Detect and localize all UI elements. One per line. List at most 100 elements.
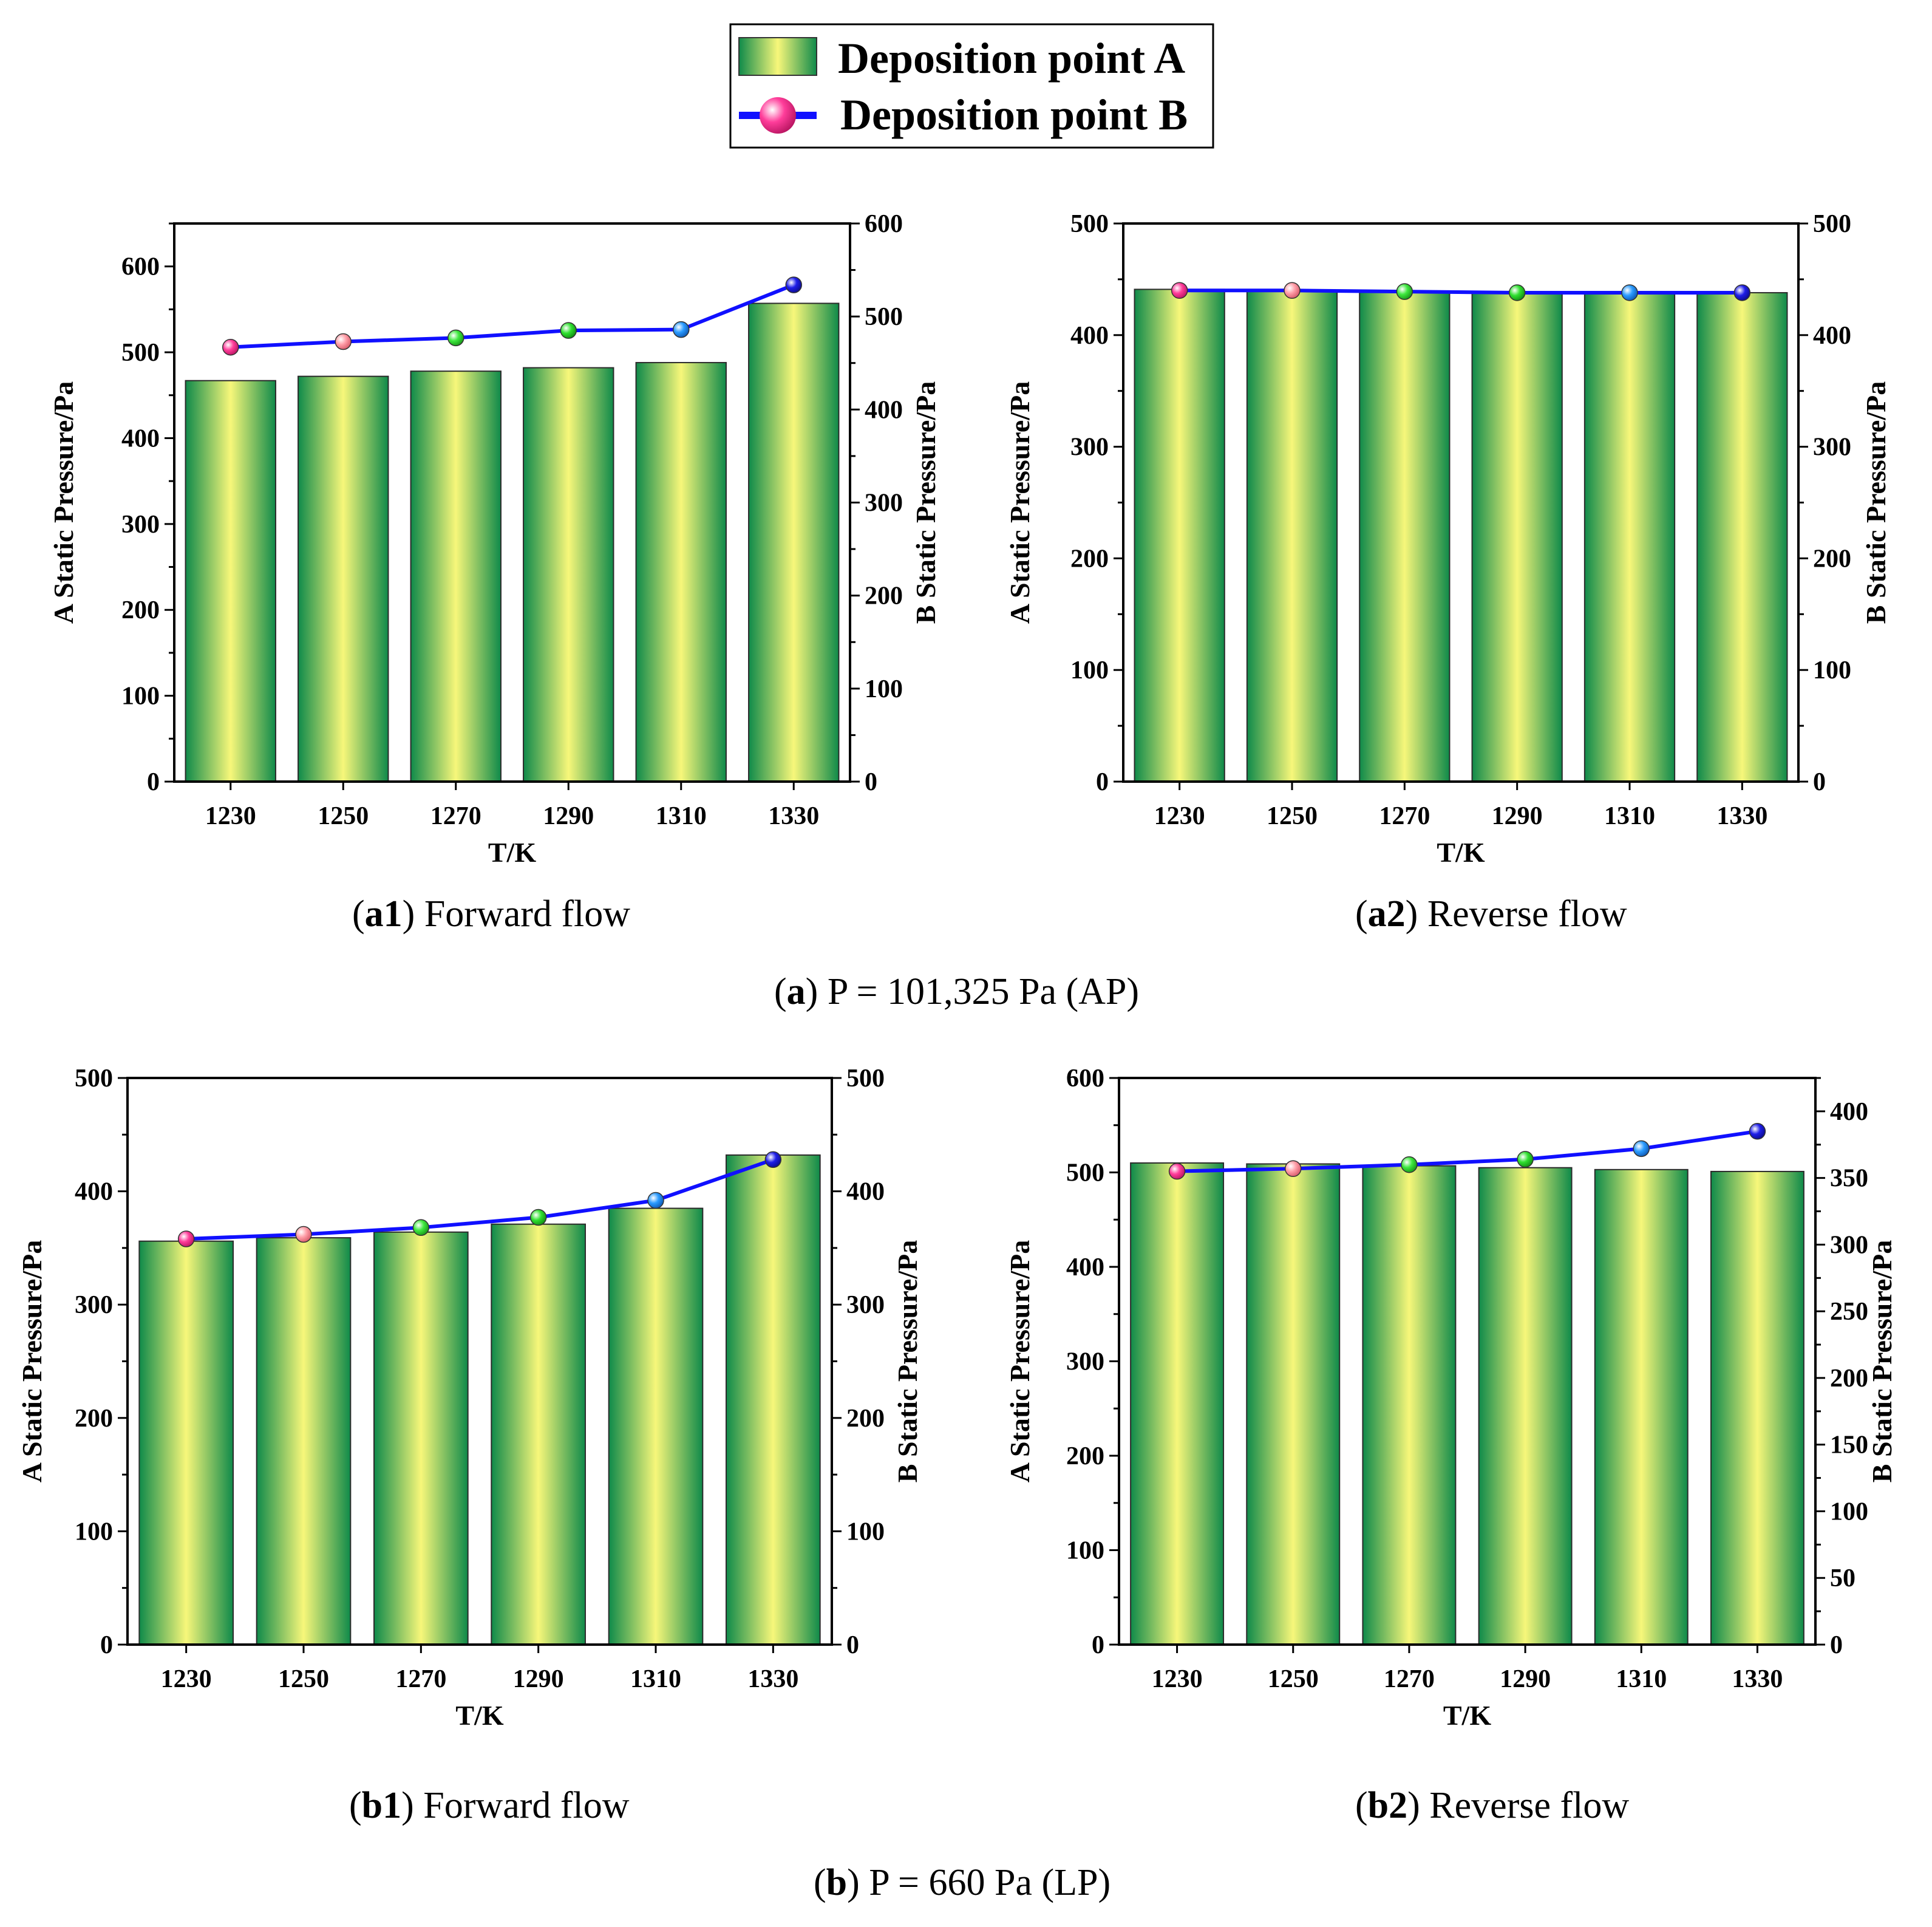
tick-label-x: 1330 <box>747 1665 798 1693</box>
tick-label-left: 500 <box>75 1065 113 1093</box>
legend: Deposition point A Deposition point B <box>729 23 1214 149</box>
line-b <box>186 1158 774 1241</box>
line-b <box>230 283 795 349</box>
tick-label-left: 400 <box>75 1178 113 1206</box>
bar-a-1250 <box>1246 1163 1341 1645</box>
point-b-1310 <box>647 1192 664 1209</box>
tick-label-x: 1250 <box>1268 1665 1319 1693</box>
chart-panel-b2: 0 100 200 300 400 500 600 0 50 100 150 200 250 300 350… <box>1004 1065 1897 1731</box>
caption-a1-tag: a1 <box>364 893 403 935</box>
y-axis-title-right: B Static Pressure/Pa <box>892 1240 923 1482</box>
point-b-1330 <box>1733 284 1751 301</box>
tick-label-right: 0 <box>1813 768 1826 796</box>
tick-label-right: 600 <box>865 210 903 238</box>
line-b <box>1177 1129 1758 1173</box>
bar-a-1230 <box>185 380 276 782</box>
y-axis-title-left: A Static Pressure/Pa <box>48 381 79 624</box>
point-b-1250 <box>1284 282 1301 299</box>
bar-a-1330 <box>726 1154 821 1645</box>
tick-label-left: 300 <box>121 511 160 539</box>
bar-a-1250 <box>1246 290 1338 782</box>
tick-label-left: 500 <box>1066 1159 1104 1187</box>
tick-label-x: 1230 <box>1152 1665 1203 1693</box>
tick-label-x: 1330 <box>1732 1665 1783 1693</box>
point-b-1230 <box>177 1230 195 1247</box>
point-b-1270 <box>1396 283 1413 300</box>
point-b-1250 <box>335 333 352 350</box>
tick-label-x: 1310 <box>1604 802 1655 830</box>
tick-label-right: 250 <box>1830 1298 1868 1326</box>
caption-b2-tag: b2 <box>1367 1785 1408 1826</box>
tick-label-right: 500 <box>865 303 903 331</box>
bar-a-1290 <box>491 1223 586 1645</box>
tick-label-x: 1290 <box>1492 802 1543 830</box>
tick-label-left: 100 <box>75 1518 113 1546</box>
caption-b-tag: b <box>826 1862 848 1903</box>
point-b-1330 <box>764 1151 782 1168</box>
x-axis-title: T/K <box>1443 1700 1491 1731</box>
point-b-1250 <box>295 1226 312 1243</box>
tick-label-right: 400 <box>1830 1098 1868 1126</box>
tick-label-right: 0 <box>865 768 877 796</box>
caption-b1-tag: b1 <box>361 1785 402 1826</box>
caption-a: (a) P = 101,325 Pa (AP) <box>774 971 1140 1012</box>
tick-label-left: 400 <box>1066 1253 1104 1281</box>
point-b-1230 <box>1171 282 1188 299</box>
point-b-1250 <box>1285 1160 1302 1178</box>
tick-label-right: 200 <box>865 582 903 610</box>
tick-label-left: 200 <box>1070 545 1109 573</box>
point-b-1270 <box>412 1219 430 1236</box>
tick-label-x: 1230 <box>205 802 256 830</box>
tick-label-x: 1250 <box>278 1665 329 1693</box>
bar-a-1330 <box>748 302 840 783</box>
bar-a-1310 <box>1594 1168 1689 1645</box>
bar-a-1230 <box>1134 288 1225 782</box>
tick-label-left: 0 <box>1092 1631 1104 1659</box>
point-b-1310 <box>1621 284 1638 301</box>
bar-a-1230 <box>138 1240 234 1645</box>
bar-a-1250 <box>256 1237 352 1645</box>
tick-label-left: 0 <box>100 1631 113 1659</box>
tick-label-right: 500 <box>1813 210 1851 238</box>
tick-label-left: 400 <box>121 425 160 452</box>
tick-label-x: 1270 <box>1384 1665 1435 1693</box>
tick-label-left: 100 <box>121 683 160 711</box>
tick-label-right: 400 <box>865 396 903 424</box>
tick-label-left: 300 <box>1066 1348 1104 1376</box>
caption-a1: (a1) Forward flow <box>352 893 631 935</box>
tick-label-left: 0 <box>1096 768 1109 796</box>
legend-label-series-a: Deposition point A <box>838 34 1185 83</box>
point-b-1290 <box>560 322 577 339</box>
tick-label-x: 1290 <box>513 1665 564 1693</box>
bar-a-1270 <box>1359 291 1451 783</box>
caption-b2-text: Reverse flow <box>1420 1785 1630 1826</box>
tick-label-x: 1330 <box>768 802 819 830</box>
tick-label-right: 50 <box>1830 1564 1855 1592</box>
tick-label-left: 600 <box>1066 1065 1104 1093</box>
point-b-1290 <box>1517 1151 1534 1168</box>
bar-a-1310 <box>635 362 727 782</box>
chart-panel-b1: 0 100 200 300 400 500 0 100 200 300 400 500 1230 1250… <box>16 1065 923 1731</box>
tick-label-right: 150 <box>1830 1431 1868 1459</box>
tick-label-right: 100 <box>865 675 903 703</box>
y-axis-title-right: B Static Pressure/Pa <box>1866 1240 1897 1482</box>
bar-a-1250 <box>298 375 389 782</box>
bar-a-1270 <box>1362 1165 1457 1645</box>
tick-label-x: 1310 <box>1616 1665 1667 1693</box>
y-axis-title-left: A Static Pressure/Pa <box>1004 1240 1035 1482</box>
tick-label-right: 300 <box>846 1291 885 1319</box>
y-axis-title-left: A Static Pressure/Pa <box>16 1240 47 1482</box>
bar-a-1330 <box>1710 1170 1804 1645</box>
caption-b2: (b2) Reverse flow <box>1355 1785 1630 1826</box>
x-axis-title: T/K <box>1437 837 1485 868</box>
tick-label-x: 1230 <box>161 1665 212 1693</box>
caption-b-text: P = 660 Pa (LP) <box>859 1862 1111 1903</box>
x-axis-title: T/K <box>455 1700 503 1731</box>
bar-a-1230 <box>1130 1162 1225 1645</box>
tick-label-right: 300 <box>1830 1231 1868 1259</box>
tick-label-left: 500 <box>1070 210 1109 238</box>
bar-a-1270 <box>373 1231 469 1645</box>
tick-label-right: 200 <box>846 1405 885 1433</box>
tick-label-right: 100 <box>1830 1498 1868 1526</box>
tick-label-x: 1310 <box>656 802 707 830</box>
